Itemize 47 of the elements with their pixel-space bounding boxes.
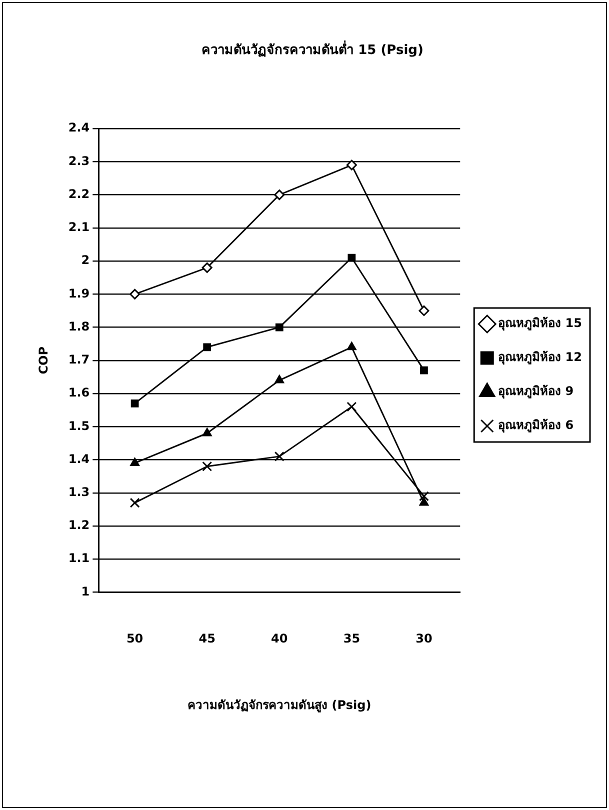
y-tick-label: 2.1 [68,220,90,234]
point [347,342,356,350]
point [274,375,284,384]
point [348,254,356,262]
point [202,461,212,472]
y-tick-label: 2 [81,253,90,268]
y-tick-label: 1.3 [68,484,90,499]
y-tick-label: 2.3 [68,154,90,168]
x-tick-label: 30 [416,632,432,646]
y-tick-label: 1.6 [68,386,90,400]
point [420,366,428,374]
y-tick-label: 2.2 [68,186,90,201]
chart-title: ความดันวัฏจักรความดันต่ำ 15 (Psig) [202,40,424,58]
y-tick-label: 1.7 [68,352,90,367]
y-tick-label: 1.2 [68,518,90,532]
point [203,343,212,352]
y-tick-label: 1 [81,584,90,598]
x-axis-title: ความดันวัฏจักรความดันสูง (Psig) [188,698,372,713]
y-axis-title: COP [36,346,50,374]
y-tick-label: 1.5 [68,418,90,433]
point [130,498,140,508]
legend-label: อุณหภูมิห้อง 15 [498,316,582,332]
x-tick-label: 35 [343,632,360,646]
point [275,323,284,332]
point [202,262,212,273]
point [419,498,429,506]
y-tick-label: 1.1 [68,551,90,566]
y-tick-label: 1.4 [68,452,90,466]
point [274,451,284,462]
point [130,458,140,466]
x-tick-label: 40 [271,632,288,646]
point [274,190,285,200]
point [130,400,139,408]
point [418,491,429,502]
legend-label: อุณหภูมิห้อง 6 [498,418,574,434]
y-tick-label: 1.8 [68,319,90,334]
point [418,305,430,316]
point [130,288,140,300]
legend-label: อุณหภูมิห้อง 12 [498,350,582,366]
point [346,402,357,412]
x-tick-label: 50 [126,632,144,646]
legend-label: อุณหภูมิห้อง 9 [498,384,574,400]
point [202,428,212,436]
y-tick-label: 1.9 [68,286,90,300]
point [346,160,357,170]
x-tick-label: 45 [198,632,216,646]
y-tick-label: 2.4 [68,120,90,135]
